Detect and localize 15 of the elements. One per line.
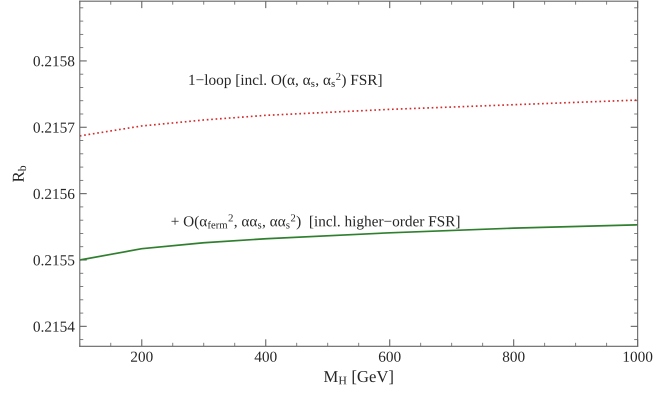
x-tick-label: 600 xyxy=(378,352,401,362)
text: + O(α$_{ferm}$$^{2}$, αα$_{s}$, αα$_{s}$$^{2}$) [incl. higher−order FSR] xyxy=(171,214,460,230)
y-tick-label: 0.2156 xyxy=(33,188,74,200)
x-tick-label: 200 xyxy=(130,352,153,362)
x-tick-label: 800 xyxy=(502,352,525,362)
y-tick-label: 0.2157 xyxy=(33,122,74,133)
x-tick-label: 1000 xyxy=(624,352,652,362)
y-axis-title: R$_{b}$ xyxy=(12,166,26,182)
x-axis-title: M$_{H}$ [GeV] xyxy=(324,370,393,384)
annotation: 1−loop [incl. O(α, α$_{s}$, α$_{s}$$^{2}$) FSR] xyxy=(189,72,382,88)
y-tick-label: 0.2154 xyxy=(33,321,75,332)
line-series xyxy=(80,99,638,137)
y-tick-label: 0.2155 xyxy=(33,255,74,266)
x-tick-label: 400 xyxy=(254,352,277,362)
y-tick-label: 0.2158 xyxy=(33,56,74,66)
